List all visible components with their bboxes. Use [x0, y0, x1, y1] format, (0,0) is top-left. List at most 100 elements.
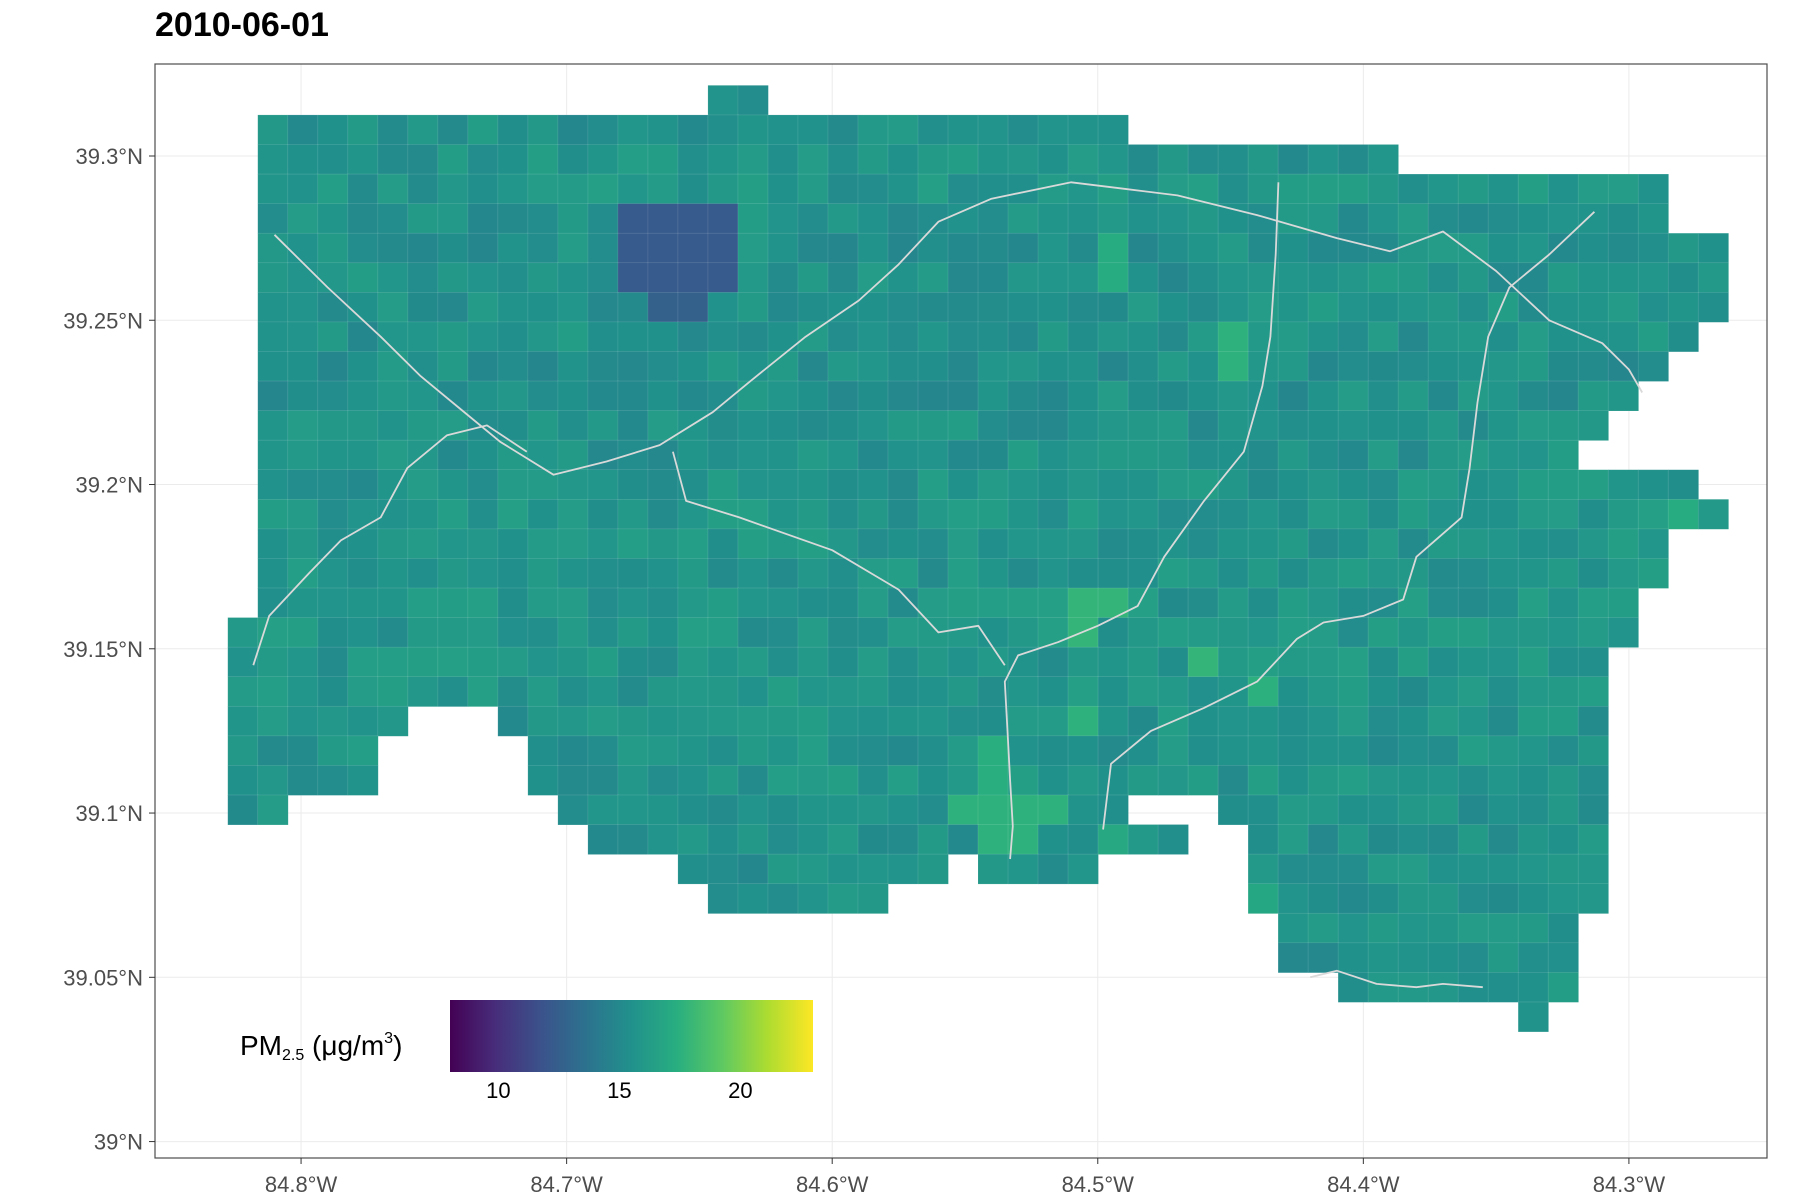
grid-cell: [677, 824, 709, 855]
grid-cell: [677, 587, 709, 619]
grid-cell: [797, 232, 829, 264]
grid-cell: [1127, 646, 1159, 678]
grid-cell: [1577, 321, 1609, 353]
grid-cell: [617, 144, 649, 175]
grid-cell: [977, 558, 1009, 589]
grid-cell: [1397, 173, 1429, 205]
grid-cell: [1157, 469, 1189, 501]
grid-cell: [1397, 292, 1429, 323]
grid-cell: [827, 765, 859, 796]
grid-cell: [1277, 942, 1309, 974]
grid-cell: [1457, 735, 1489, 767]
grid-cell: [587, 794, 619, 826]
grid-cell: [1217, 558, 1249, 589]
grid-cell: [947, 203, 979, 234]
grid-cell: [257, 676, 289, 707]
grid-cell: [467, 558, 499, 589]
grid-cell: [257, 587, 289, 619]
grid-cell: [1337, 735, 1369, 767]
grid-cell: [827, 469, 859, 501]
x-tick-label: 84.5°W: [1062, 1172, 1135, 1197]
grid-cell: [827, 351, 859, 382]
grid-cell: [257, 232, 289, 264]
grid-cell: [257, 114, 289, 146]
grid-cell: [647, 558, 679, 589]
grid-cell: [527, 203, 559, 234]
grid-cell: [947, 558, 979, 589]
grid-cell: [947, 587, 979, 619]
grid-cell: [1367, 528, 1399, 560]
grid-cell: [767, 853, 799, 885]
grid-cell: [947, 676, 979, 707]
grid-cell: [497, 262, 529, 294]
grid-cell: [377, 351, 409, 382]
grid-cell: [1487, 380, 1519, 412]
grid-cell: [767, 617, 799, 648]
grid-cell: [1607, 262, 1639, 294]
grid-cell: [1607, 380, 1639, 412]
grid-cell: [977, 469, 1009, 501]
grid-cell: [1667, 498, 1699, 530]
grid-cell: [677, 528, 709, 560]
grid-cell: [947, 114, 979, 146]
grid-cell: [1397, 676, 1429, 707]
grid-cell: [797, 203, 829, 234]
grid-cell: [1517, 646, 1549, 678]
grid-cell: [1367, 853, 1399, 885]
grid-cell: [1487, 972, 1519, 1003]
grid-cell: [1337, 883, 1369, 914]
grid-cell: [917, 144, 949, 175]
grid-cell: [887, 824, 919, 855]
grid-cell: [467, 439, 499, 471]
grid-cell: [1547, 380, 1579, 412]
grid-cell: [737, 85, 769, 116]
grid-cell: [497, 469, 529, 501]
grid-cell: [1337, 765, 1369, 796]
grid-cell: [917, 587, 949, 619]
grid-cell: [1457, 292, 1489, 323]
grid-cell: [287, 410, 319, 441]
grid-cell: [1127, 558, 1159, 589]
grid-cell: [1067, 528, 1099, 560]
grid-cell: [947, 765, 979, 796]
grid-cell: [707, 439, 739, 471]
grid-cell: [1247, 705, 1279, 737]
grid-cell: [1307, 351, 1339, 382]
grid-cell: [467, 114, 499, 146]
grid-cell: [467, 676, 499, 707]
grid-cell: [827, 439, 859, 471]
grid-cell: [377, 587, 409, 619]
grid-cell: [557, 646, 589, 678]
grid-cell: [1547, 676, 1579, 707]
grid-cell: [737, 321, 769, 353]
grid-cell: [1097, 646, 1129, 678]
grid-cell: [1307, 203, 1339, 234]
grid-cell: [977, 705, 1009, 737]
grid-cell: [647, 410, 679, 441]
grid-cell: [1097, 232, 1129, 264]
grid-cell: [707, 85, 739, 116]
grid-cell: [1367, 321, 1399, 353]
grid-cell: [647, 232, 679, 264]
grid-cell: [767, 203, 799, 234]
grid-cell: [1517, 587, 1549, 619]
grid-cell: [377, 676, 409, 707]
grid-cell: [1157, 410, 1189, 441]
grid-cell: [917, 262, 949, 294]
grid-cell: [1577, 558, 1609, 589]
grid-cell: [917, 558, 949, 589]
grid-cell: [557, 705, 589, 737]
grid-cell: [767, 558, 799, 589]
grid-cell: [1487, 646, 1519, 678]
grid-cell: [1157, 765, 1189, 796]
grid-cell: [1427, 351, 1459, 382]
grid-cell: [1517, 765, 1549, 796]
grid-cell: [1697, 232, 1729, 264]
grid-cell: [1367, 351, 1399, 382]
grid-cell: [1607, 203, 1639, 234]
grid-cell: [1217, 173, 1249, 205]
grid-cell: [1307, 469, 1339, 501]
grid-cell: [1517, 883, 1549, 914]
grid-cell: [1577, 292, 1609, 323]
grid-cell: [1277, 883, 1309, 914]
